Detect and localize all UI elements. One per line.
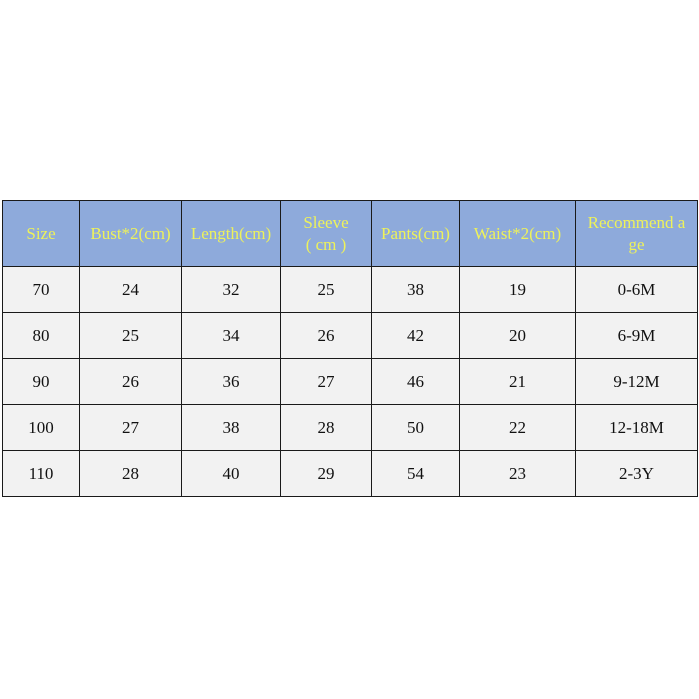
table-cell: 25 — [280, 266, 372, 313]
table-row: 100 27 38 28 50 22 12-18M — [2, 404, 698, 451]
table-cell: 34 — [181, 312, 281, 359]
table-cell: 38 — [371, 266, 460, 313]
table-cell: 80 — [2, 312, 80, 359]
table-cell: 26 — [280, 312, 372, 359]
table-cell: 19 — [459, 266, 576, 313]
table-cell: 2-3Y — [575, 450, 698, 497]
table-cell: 32 — [181, 266, 281, 313]
table-cell: 26 — [79, 358, 182, 405]
table-cell: 100 — [2, 404, 80, 451]
column-header: Bust*2(cm) — [79, 200, 182, 267]
table-cell: 38 — [181, 404, 281, 451]
table-cell: 54 — [371, 450, 460, 497]
table-row: 90 26 36 27 46 21 9-12M — [2, 358, 698, 405]
table-cell: 24 — [79, 266, 182, 313]
table-cell: 25 — [79, 312, 182, 359]
table-cell: 36 — [181, 358, 281, 405]
column-header: Sleeve ( cm ) — [280, 200, 372, 267]
table-cell: 70 — [2, 266, 80, 313]
table-cell: 6-9M — [575, 312, 698, 359]
table-row: 80 25 34 26 42 20 6-9M — [2, 312, 698, 359]
table-cell: 21 — [459, 358, 576, 405]
column-header: Size — [2, 200, 80, 267]
size-chart-table: Size Bust*2(cm) Length(cm) Sleeve ( cm ) Pan… — [2, 200, 698, 497]
table-cell: 90 — [2, 358, 80, 405]
column-header: Waist*2(cm) — [459, 200, 576, 267]
column-header: Pants(cm) — [371, 200, 460, 267]
column-header: Recommend a ge — [575, 200, 698, 267]
table-cell: 20 — [459, 312, 576, 359]
table-cell: 46 — [371, 358, 460, 405]
table-cell: 110 — [2, 450, 80, 497]
table-cell: 42 — [371, 312, 460, 359]
table-cell: 23 — [459, 450, 576, 497]
table-cell: 27 — [79, 404, 182, 451]
table-row: 70 24 32 25 38 19 0-6M — [2, 266, 698, 313]
table-cell: 50 — [371, 404, 460, 451]
table-cell: 0-6M — [575, 266, 698, 313]
table-row: 110 28 40 29 54 23 2-3Y — [2, 450, 698, 497]
table-cell: 40 — [181, 450, 281, 497]
header-row: Size Bust*2(cm) Length(cm) Sleeve ( cm ) Pan… — [2, 200, 698, 267]
table-cell: 22 — [459, 404, 576, 451]
table-cell: 28 — [79, 450, 182, 497]
table-cell: 27 — [280, 358, 372, 405]
table-cell: 12-18M — [575, 404, 698, 451]
table-cell: 9-12M — [575, 358, 698, 405]
table-cell: 28 — [280, 404, 372, 451]
column-header: Length(cm) — [181, 200, 281, 267]
table-cell: 29 — [280, 450, 372, 497]
